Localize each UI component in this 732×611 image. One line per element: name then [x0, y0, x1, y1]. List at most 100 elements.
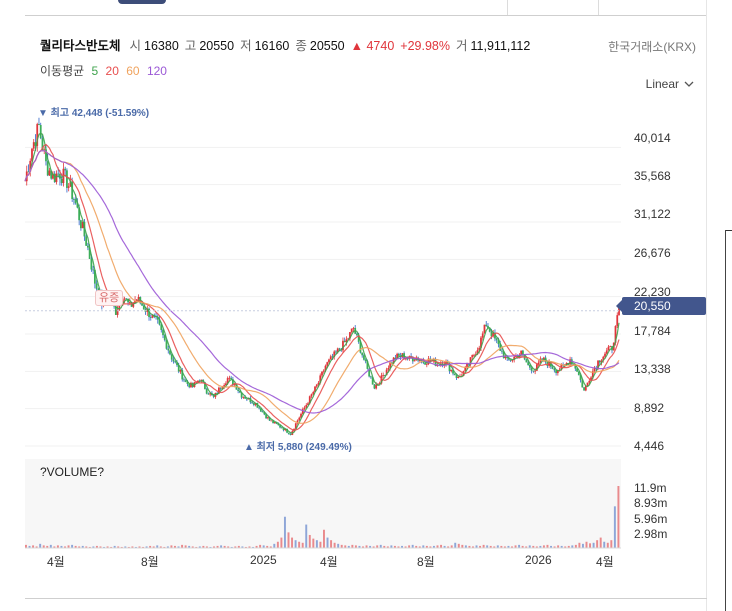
volume-bar — [298, 541, 301, 548]
volume-bar — [273, 543, 276, 548]
candle-body — [366, 361, 369, 369]
volume-bar — [106, 546, 109, 548]
volume-bar — [528, 545, 531, 548]
candle-body — [270, 420, 273, 422]
volume-bar — [372, 546, 375, 548]
edge-line — [725, 230, 726, 611]
volume-bar — [248, 546, 251, 548]
candle-body — [167, 348, 170, 351]
volume-bar — [227, 546, 230, 548]
candle-body — [586, 382, 589, 386]
candle-body — [375, 384, 378, 389]
volume-bar — [560, 545, 563, 548]
candle-body — [397, 353, 400, 356]
event-marker[interactable]: 유증 — [95, 290, 124, 306]
candle-body — [265, 414, 267, 419]
volume-bar — [511, 546, 513, 548]
candle-body — [305, 404, 308, 408]
y-tick: 22,230 — [634, 285, 671, 299]
candle-body — [176, 362, 178, 366]
volume-bar — [542, 545, 545, 548]
candle-body — [600, 360, 603, 363]
candle-body — [308, 396, 311, 404]
candle-body — [226, 378, 229, 384]
moving-average-legend[interactable]: 이동평균 5 20 60 120 — [40, 62, 171, 79]
volume-bar — [479, 545, 482, 548]
volume-bar — [53, 546, 56, 548]
candle-body — [27, 171, 30, 173]
candle-body — [181, 370, 184, 380]
exchange-label: 한국거래소(KRX) — [608, 40, 696, 54]
candle-body — [598, 360, 601, 363]
volume-bar — [280, 537, 283, 548]
candle-body — [36, 124, 39, 146]
volume-bar — [163, 546, 166, 548]
candle-body — [287, 432, 290, 434]
volume-bar — [159, 546, 162, 548]
candle-body — [520, 350, 523, 356]
volume-bar — [535, 546, 538, 548]
candle-body — [212, 394, 215, 397]
candle-body — [146, 308, 149, 312]
volume-bar — [216, 545, 219, 548]
volume-bar — [117, 546, 120, 548]
candle-body — [418, 360, 421, 362]
volume-bar — [596, 540, 599, 548]
candle-body — [597, 360, 599, 369]
candle-body — [80, 220, 82, 229]
volume-bar — [195, 546, 198, 548]
candle-body — [522, 350, 524, 355]
candle-body — [551, 366, 554, 369]
candle-body — [614, 326, 617, 343]
volume-bar — [88, 546, 91, 548]
volume-bar — [312, 538, 315, 548]
volume-bar — [39, 543, 42, 548]
candle-body — [502, 351, 505, 359]
volume-bar — [571, 545, 574, 548]
close-value: 20550 — [309, 39, 345, 53]
ma-line-120 — [24, 150, 620, 414]
volume-bar — [567, 545, 570, 548]
candle-body — [453, 373, 456, 376]
candle-body — [116, 309, 119, 315]
candle-body — [165, 340, 168, 349]
volume-bar — [440, 544, 443, 548]
volume-bar — [95, 545, 98, 548]
volume-bar — [454, 542, 457, 548]
candle-body — [48, 170, 51, 176]
candle-body — [576, 368, 578, 372]
candle-body — [411, 358, 414, 362]
scale-dropdown[interactable]: Linear — [646, 77, 694, 91]
candle-body — [268, 417, 271, 421]
candle-body — [300, 413, 302, 418]
volume-bar — [397, 546, 400, 548]
volume-bar — [42, 545, 45, 548]
candle-body — [321, 371, 323, 376]
candle-body — [504, 356, 507, 359]
volume-bar — [198, 546, 201, 548]
volume-bar — [323, 529, 325, 548]
y-tick: 13,338 — [634, 362, 671, 376]
volume-bar — [330, 540, 333, 548]
volume-tick: 11.9m — [634, 481, 667, 495]
candle-body — [251, 402, 254, 404]
volume-bar — [553, 546, 556, 548]
volume-bar — [589, 543, 592, 548]
candle-body — [286, 428, 288, 433]
top-divider — [25, 15, 707, 16]
candle-body — [343, 340, 346, 343]
volume-bar — [457, 543, 460, 548]
volume-bar — [156, 545, 159, 548]
volume-bar — [464, 545, 467, 548]
candle-body — [225, 383, 227, 386]
candle-body — [258, 407, 261, 409]
candle-body — [579, 375, 582, 381]
volume-bar — [92, 546, 95, 548]
volume-bar — [550, 545, 552, 548]
candle-body — [607, 346, 610, 351]
ma-label: 이동평균 — [40, 64, 85, 78]
candle-body — [240, 392, 243, 398]
edge-line — [725, 230, 732, 231]
candle-body — [230, 377, 233, 380]
